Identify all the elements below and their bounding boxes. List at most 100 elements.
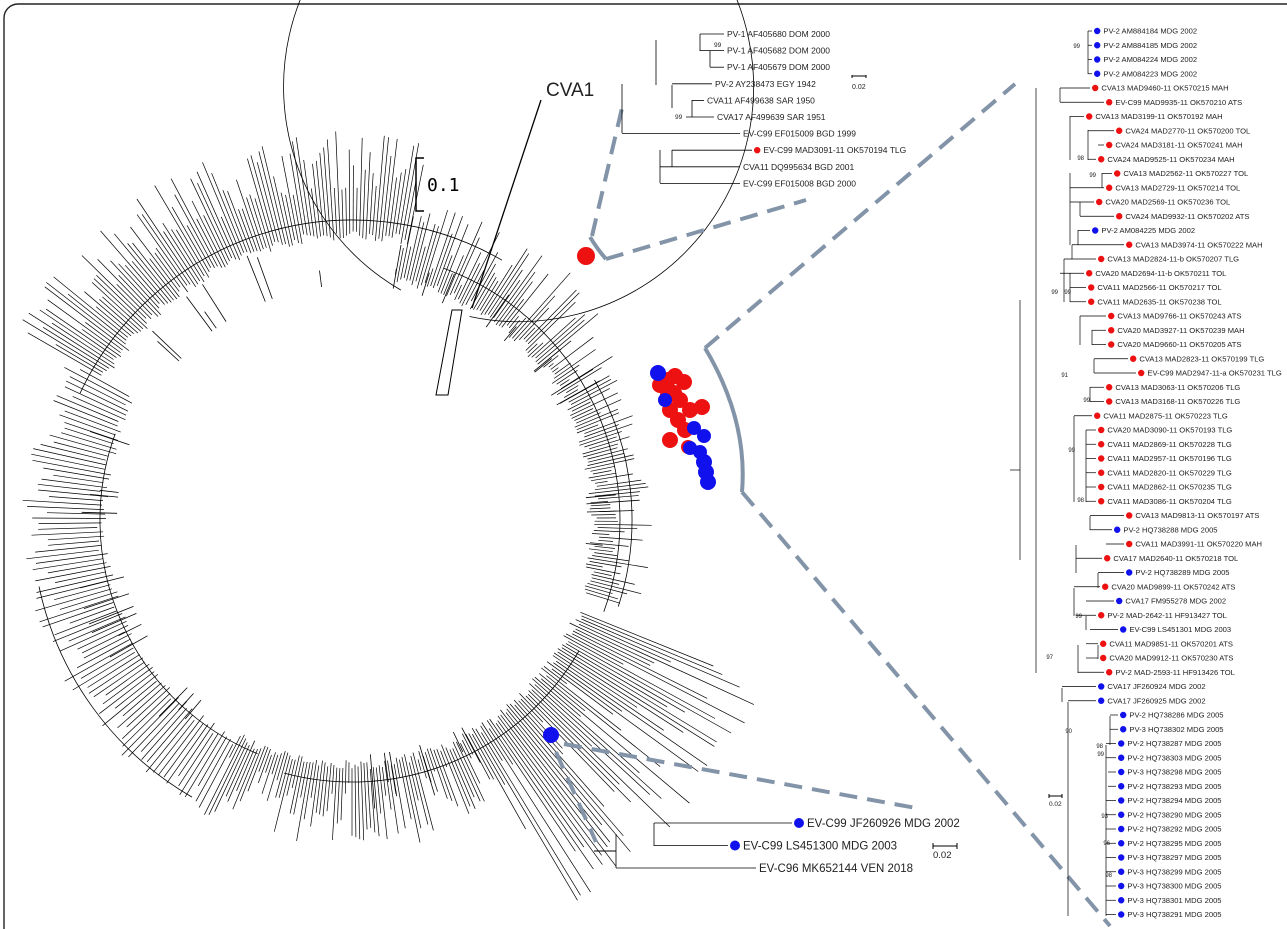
tree-tip	[582, 443, 619, 455]
tree-tip	[565, 643, 685, 713]
internal-branch	[452, 731, 464, 753]
tree-tip	[257, 748, 271, 784]
tree-tip	[303, 159, 315, 237]
zoom-connectors	[554, 82, 1112, 928]
blue-marker	[658, 393, 672, 407]
tree-tip	[378, 137, 389, 239]
tree-tip	[417, 759, 422, 771]
tree-tip	[208, 738, 247, 815]
bootstrap-value: 98	[1077, 156, 1084, 162]
tree-tip	[535, 319, 585, 363]
tree-tip	[291, 755, 300, 789]
tree-tip	[508, 315, 519, 329]
leaf-label: CVA11 MAD2820-11 OK570229 TLG	[1107, 468, 1231, 477]
leaf-label: PV-2 MAD-2593-11 HF913426 TOL	[1115, 668, 1234, 677]
tree-tip	[311, 188, 318, 239]
leaf-label: CVA24 MAD9932-11 OK570202 ATS	[1125, 212, 1249, 221]
internal-branch	[91, 613, 137, 633]
ring-arc	[38, 586, 193, 798]
tree-tip	[54, 610, 117, 636]
inner-ring	[283, 0, 754, 323]
leaf-label: PV-2 HQ738293 MDG 2005	[1127, 782, 1221, 791]
red-leaf-marker	[1114, 170, 1121, 177]
tree-tip	[586, 566, 621, 575]
tree-tip	[497, 715, 602, 856]
tree-tip	[229, 735, 241, 758]
tree-tip	[140, 701, 188, 752]
tree-tip	[391, 172, 402, 238]
red-leaf-marker	[1086, 270, 1093, 277]
tree-tip	[59, 414, 116, 436]
tree-tip	[258, 746, 269, 772]
internal-branch	[383, 752, 389, 783]
tree-tip	[310, 765, 320, 827]
blue-leaf-marker	[1094, 27, 1101, 35]
tree-tip	[280, 192, 293, 246]
leaf-label: PV-2 HQ738288 MDG 2005	[1123, 525, 1217, 534]
main-scale-bar: 0.1	[415, 157, 460, 212]
tree-tip	[494, 255, 543, 323]
tree-tip	[158, 715, 204, 776]
bootstrap-value: 91	[1061, 373, 1068, 379]
tree-tip	[118, 263, 160, 309]
tree-tip	[593, 530, 625, 533]
tree-tip	[584, 585, 613, 594]
tree-tip	[446, 255, 464, 297]
tree-tip	[261, 146, 286, 245]
tree-tip	[275, 752, 289, 798]
tree-tip	[484, 248, 528, 315]
blue-leaf-marker	[1094, 56, 1101, 63]
tree-tip	[266, 753, 282, 801]
tree-tip	[340, 767, 344, 821]
red-leaf-marker	[1098, 426, 1105, 434]
tree-tip	[258, 151, 283, 245]
zoom-arc-right	[703, 346, 745, 493]
leaf-label: PV-2 HQ738286 MDG 2005	[1129, 711, 1223, 720]
tree-tip	[79, 369, 130, 397]
tree-tip	[576, 412, 620, 431]
tree-tip	[369, 173, 374, 234]
tree-tip	[162, 223, 201, 282]
leaf-label: CVA13 MAD2823-11 OK570199 TLG	[1139, 354, 1264, 363]
red-leaf-marker	[1106, 669, 1113, 676]
tree-tip	[292, 141, 308, 236]
leaf-label: CVA13 MAD3974-11 OK570222 MAH	[1135, 240, 1262, 249]
tree-tip	[146, 708, 193, 763]
tree-tip	[588, 472, 617, 479]
tree-tip	[127, 243, 174, 301]
tree-tip	[149, 258, 180, 298]
leaf-label: PV-2 HQ738303 MDG 2005	[1127, 753, 1221, 762]
tree-tip	[531, 317, 576, 358]
tree-tip	[68, 616, 126, 642]
red-leaf-marker	[1108, 312, 1115, 320]
tree-tip	[354, 764, 357, 838]
cluster-markers	[543, 247, 716, 743]
tree-tip	[426, 268, 434, 287]
cva1-clade: CVA1	[435, 80, 594, 396]
tree-tip	[388, 177, 397, 237]
tree-tip	[501, 298, 524, 328]
tree-tip	[393, 763, 406, 829]
leaf-label: CVA11 MAD2957-11 OK570196 TLG	[1107, 454, 1231, 463]
tree-tip	[561, 647, 717, 743]
tree-tip	[132, 242, 178, 300]
tree-tip	[227, 740, 256, 802]
blue-marker	[697, 429, 711, 443]
leaf-label: PV-2 MAD-2642-11 HF913427 TOL	[1107, 611, 1226, 620]
tree-tip	[176, 229, 205, 277]
blue-leaf-marker	[1114, 526, 1121, 533]
red-leaf-marker	[1126, 512, 1133, 519]
tree-tip	[546, 675, 661, 767]
tree-tip	[41, 478, 108, 489]
tree-tip	[100, 230, 165, 305]
red-leaf-marker	[1092, 84, 1099, 92]
tree-tip	[363, 762, 368, 830]
tree-tip	[587, 454, 634, 466]
tree-tip	[571, 401, 591, 412]
circular-tree	[22, 0, 755, 901]
tree-tip	[586, 592, 621, 604]
tree-tip	[155, 247, 188, 293]
tree-tip	[38, 522, 102, 524]
red-marker	[577, 247, 595, 265]
internal-branch	[204, 311, 217, 329]
